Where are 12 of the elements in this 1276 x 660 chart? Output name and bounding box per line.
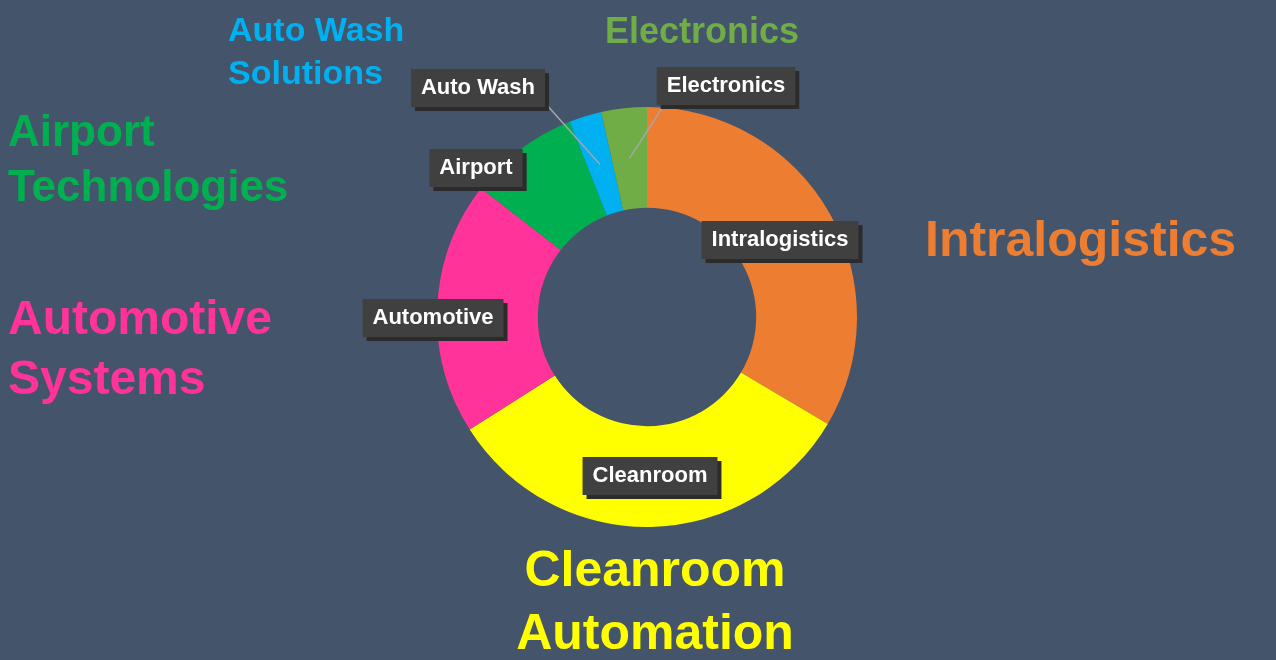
slice-label: Electronics [666, 72, 786, 98]
slice-label: Cleanroom [592, 462, 708, 488]
slice-label: Auto Wash [420, 74, 536, 100]
text: Auto Wash Solutions [228, 10, 405, 91]
text: Cleanroom Automation [515, 540, 795, 660]
text: Intralogistics [925, 210, 1238, 269]
text: Electronics [605, 9, 801, 53]
text: Airport Technologies [8, 105, 290, 212]
slice-label: Intralogistics [711, 226, 849, 252]
slice-label: Airport [439, 154, 514, 180]
slice-label: Automotive [372, 304, 494, 330]
text: Automotive Systems [8, 290, 273, 406]
